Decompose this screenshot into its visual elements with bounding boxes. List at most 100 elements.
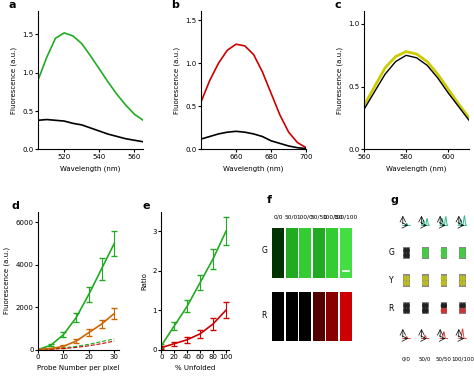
Circle shape	[460, 249, 462, 253]
Circle shape	[407, 253, 409, 258]
Circle shape	[460, 276, 462, 280]
X-axis label: Wavelength (nm): Wavelength (nm)	[386, 165, 447, 172]
Circle shape	[463, 304, 465, 308]
Circle shape	[407, 276, 409, 280]
Circle shape	[460, 253, 462, 258]
Circle shape	[441, 281, 444, 285]
Circle shape	[426, 253, 428, 258]
Circle shape	[404, 253, 406, 258]
Circle shape	[441, 309, 444, 313]
Circle shape	[426, 276, 428, 280]
FancyBboxPatch shape	[459, 247, 466, 259]
Circle shape	[407, 249, 409, 253]
Circle shape	[463, 276, 465, 280]
Text: Y: Y	[389, 276, 393, 285]
Circle shape	[441, 249, 444, 253]
X-axis label: Wavelength (nm): Wavelength (nm)	[60, 165, 121, 172]
Circle shape	[444, 281, 447, 285]
Circle shape	[423, 276, 425, 280]
Text: 0/0: 0/0	[402, 356, 411, 361]
FancyBboxPatch shape	[440, 274, 447, 287]
Circle shape	[444, 304, 447, 308]
FancyBboxPatch shape	[440, 247, 447, 259]
Circle shape	[426, 249, 428, 253]
FancyBboxPatch shape	[272, 228, 284, 278]
Text: 100/100: 100/100	[451, 356, 474, 361]
FancyBboxPatch shape	[340, 228, 352, 278]
FancyBboxPatch shape	[422, 247, 428, 259]
Text: 100/50: 100/50	[322, 214, 343, 219]
Y-axis label: Fluorescence (a.u.): Fluorescence (a.u.)	[4, 247, 10, 314]
Text: 100/0: 100/0	[297, 214, 314, 219]
Text: G: G	[261, 246, 267, 255]
Circle shape	[423, 309, 425, 313]
Y-axis label: Fluorescence (a.u.): Fluorescence (a.u.)	[10, 47, 17, 114]
Text: 0/0: 0/0	[273, 214, 283, 219]
Circle shape	[407, 309, 409, 313]
Circle shape	[460, 281, 462, 285]
Text: c: c	[335, 0, 341, 10]
Circle shape	[407, 281, 409, 285]
FancyBboxPatch shape	[299, 291, 311, 341]
Text: 50/50: 50/50	[436, 356, 452, 361]
FancyBboxPatch shape	[313, 228, 325, 278]
X-axis label: Probe Number per pixel: Probe Number per pixel	[37, 365, 120, 371]
Y-axis label: Ratio: Ratio	[141, 272, 147, 290]
FancyBboxPatch shape	[285, 228, 298, 278]
Circle shape	[441, 304, 444, 308]
Text: b: b	[172, 0, 179, 10]
FancyBboxPatch shape	[403, 302, 410, 314]
Circle shape	[441, 253, 444, 258]
FancyBboxPatch shape	[440, 302, 447, 314]
Circle shape	[444, 309, 447, 313]
Circle shape	[460, 309, 462, 313]
Text: 100/100: 100/100	[334, 214, 358, 219]
Circle shape	[444, 249, 447, 253]
Y-axis label: Fluorescence (a.u.): Fluorescence (a.u.)	[337, 47, 343, 114]
Circle shape	[426, 309, 428, 313]
FancyBboxPatch shape	[403, 247, 410, 259]
Circle shape	[460, 304, 462, 308]
FancyBboxPatch shape	[285, 291, 298, 341]
Y-axis label: Fluorescence (a.u.): Fluorescence (a.u.)	[173, 47, 180, 114]
Circle shape	[404, 304, 406, 308]
Circle shape	[423, 304, 425, 308]
FancyBboxPatch shape	[459, 302, 466, 314]
Text: f: f	[267, 195, 272, 205]
Text: g: g	[391, 195, 399, 205]
Circle shape	[426, 304, 428, 308]
Text: R: R	[389, 304, 394, 313]
Text: R: R	[262, 310, 267, 320]
Circle shape	[404, 276, 406, 280]
X-axis label: % Unfolded: % Unfolded	[175, 365, 215, 371]
Circle shape	[463, 309, 465, 313]
Circle shape	[423, 281, 425, 285]
Circle shape	[423, 249, 425, 253]
FancyBboxPatch shape	[313, 291, 325, 341]
Circle shape	[463, 281, 465, 285]
Circle shape	[423, 253, 425, 258]
FancyBboxPatch shape	[403, 274, 410, 287]
Circle shape	[426, 281, 428, 285]
FancyBboxPatch shape	[422, 274, 428, 287]
FancyBboxPatch shape	[459, 274, 466, 287]
FancyBboxPatch shape	[326, 291, 338, 341]
Circle shape	[444, 253, 447, 258]
Text: a: a	[9, 0, 16, 10]
FancyBboxPatch shape	[326, 228, 338, 278]
Circle shape	[404, 249, 406, 253]
Circle shape	[463, 249, 465, 253]
Circle shape	[463, 253, 465, 258]
Text: 50/0: 50/0	[285, 214, 298, 219]
Circle shape	[404, 281, 406, 285]
FancyBboxPatch shape	[272, 291, 284, 341]
FancyBboxPatch shape	[299, 228, 311, 278]
X-axis label: Wavelength (nm): Wavelength (nm)	[223, 165, 284, 172]
Circle shape	[444, 276, 447, 280]
Text: d: d	[12, 201, 20, 211]
FancyBboxPatch shape	[340, 291, 352, 341]
Circle shape	[441, 276, 444, 280]
Text: 50/0: 50/0	[419, 356, 431, 361]
Circle shape	[404, 309, 406, 313]
Text: G: G	[389, 249, 394, 258]
